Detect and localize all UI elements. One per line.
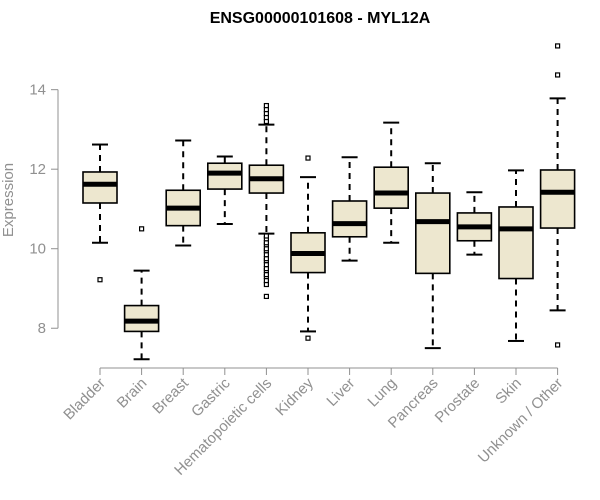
x-tick-label: Bladder (60, 375, 109, 424)
iqr-box (331, 200, 368, 238)
outlier-point (263, 102, 269, 109)
box-group (539, 43, 576, 348)
iqr-box (414, 192, 451, 275)
outlier-point (554, 342, 561, 348)
box-group (498, 169, 534, 342)
x-tick-label: Brain (114, 375, 151, 412)
box-group (456, 191, 493, 256)
box-group (414, 162, 451, 350)
iqr-box (498, 206, 534, 280)
x-tick-label: Kidney (272, 374, 317, 419)
y-tick-label: 8 (38, 320, 46, 337)
y-axis-label: Expression (0, 163, 17, 237)
outlier-point (263, 233, 269, 239)
x-tick-label: Prostate (432, 375, 484, 427)
box-group (248, 102, 285, 300)
outlier-point (263, 293, 269, 300)
y-tick-label: 10 (29, 241, 46, 258)
iqr-box (207, 162, 243, 190)
outlier-point (554, 43, 561, 49)
x-tick-label: Lung (364, 375, 400, 411)
x-tick-label: Skin (492, 375, 525, 408)
outlier-point (305, 335, 311, 341)
chart-title: ENSG00000101608 - MYL12A (210, 10, 431, 27)
iqr-box (123, 304, 160, 333)
iqr-box (82, 171, 118, 204)
outlier-point (305, 155, 311, 161)
iqr-box (373, 166, 410, 209)
y-axis: 8 10 12 14 (29, 82, 59, 337)
outlier-point (97, 277, 103, 283)
box-group (207, 155, 243, 226)
x-tick-label: Liver (323, 375, 358, 410)
x-tick-label: Breast (149, 374, 192, 417)
box-group (123, 226, 160, 361)
outlier-point (554, 72, 561, 78)
box-group (290, 155, 326, 341)
y-tick-label: 12 (29, 161, 46, 178)
outlier-point (139, 226, 145, 232)
box-group (82, 143, 118, 283)
y-tick-label: 14 (29, 82, 46, 99)
iqr-box (539, 169, 576, 229)
box-group (331, 156, 368, 262)
box-group (165, 139, 201, 247)
plot-area (82, 43, 576, 361)
box-group (373, 121, 410, 244)
